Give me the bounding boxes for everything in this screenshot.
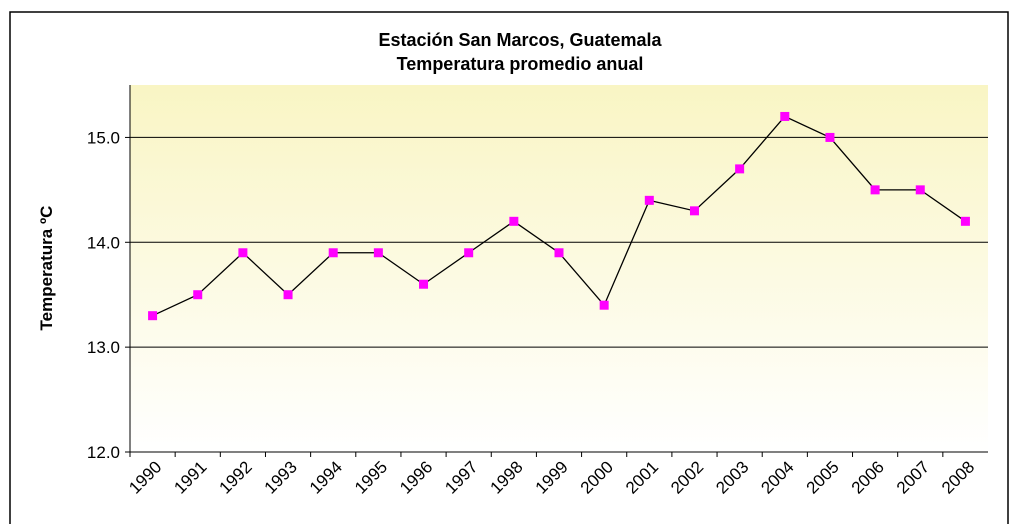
plot-area	[130, 85, 988, 452]
chart-subtitle: Temperatura promedio anual	[397, 54, 644, 74]
data-point	[689, 206, 699, 216]
y-axis-label: Temperatura ºC	[37, 206, 56, 331]
data-point	[464, 248, 474, 258]
data-point	[644, 195, 654, 205]
data-point	[148, 311, 158, 321]
chart-title: Estación San Marcos, Guatemala	[378, 30, 662, 50]
y-tick-label: 12.0	[87, 443, 120, 462]
data-point	[373, 248, 383, 258]
data-point	[554, 248, 564, 258]
data-point	[328, 248, 338, 258]
data-point	[419, 279, 429, 289]
data-point	[960, 216, 970, 226]
data-point	[780, 111, 790, 121]
y-tick-label: 14.0	[87, 233, 120, 252]
data-point	[193, 290, 203, 300]
data-point	[599, 300, 609, 310]
data-point	[825, 132, 835, 142]
data-point	[509, 216, 519, 226]
data-point	[915, 185, 925, 195]
y-tick-label: 15.0	[87, 128, 120, 147]
y-tick-label: 13.0	[87, 338, 120, 357]
data-point	[735, 164, 745, 174]
data-point	[283, 290, 293, 300]
data-point	[870, 185, 880, 195]
data-point	[238, 248, 248, 258]
